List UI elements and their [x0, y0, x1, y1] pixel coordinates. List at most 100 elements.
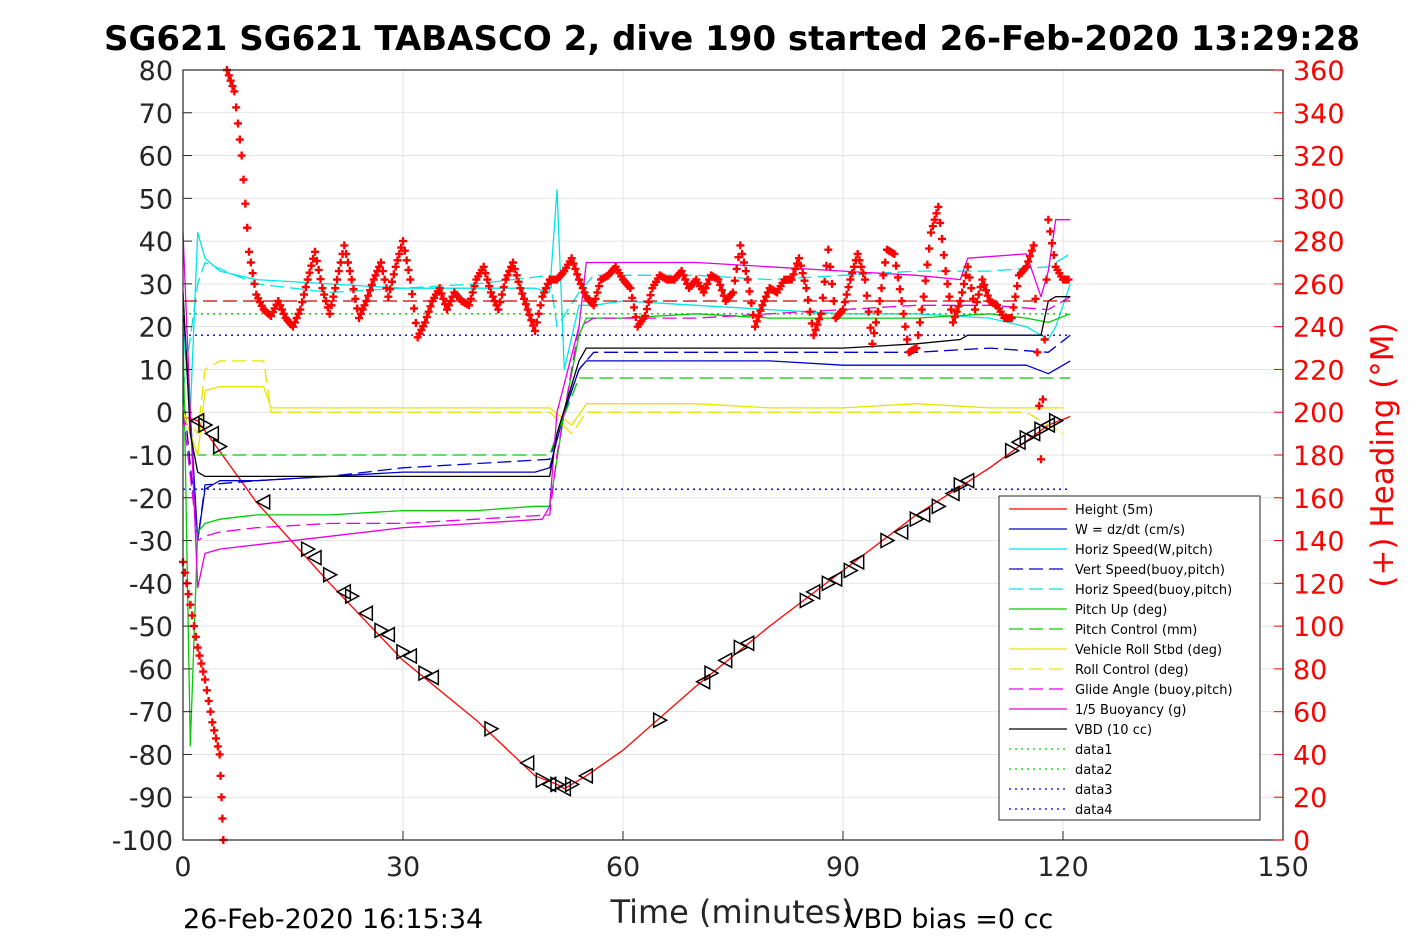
heading-point [591, 294, 600, 303]
heading-point [422, 313, 431, 322]
heading-point [1044, 215, 1053, 224]
heading-point [510, 264, 519, 273]
heading-point [813, 320, 822, 329]
heading-point [465, 301, 473, 310]
heading-point [897, 297, 906, 305]
heading-point [358, 305, 367, 314]
heading-point [514, 277, 523, 286]
heading-point [756, 306, 765, 315]
heading-point [949, 318, 957, 327]
heading-point [950, 313, 959, 322]
heading-point [516, 284, 525, 293]
heading-point [1031, 294, 1040, 303]
heading-point [206, 707, 215, 716]
heading-point [646, 291, 655, 300]
heading-point [279, 309, 288, 318]
heading-point [333, 275, 341, 284]
depth-marker [541, 776, 557, 793]
heading-point [527, 316, 536, 325]
y-right-tick-label: 200 [1293, 398, 1345, 429]
heading-point [1009, 303, 1018, 312]
depth-marker [717, 652, 733, 669]
series-line-6 [182, 377, 1071, 456]
heading-point [294, 309, 303, 318]
heading-point [903, 335, 912, 344]
heading-point [278, 305, 286, 314]
heading-point [839, 305, 847, 314]
heading-point [800, 276, 809, 285]
heading-point [351, 294, 360, 303]
heading-point [842, 290, 851, 299]
heading-point [1007, 314, 1016, 323]
y-left-tick-label: -80 [129, 740, 173, 771]
series-line-2 [182, 189, 1071, 413]
heading-point [939, 251, 948, 260]
heading-point [213, 742, 222, 751]
y-right-tick-label: 320 [1293, 142, 1345, 173]
heading-point [466, 294, 475, 303]
heading-point [936, 218, 945, 227]
heading-point [1011, 292, 1020, 301]
footer-timestamp: 26-Feb-2020 16:15:34 [183, 904, 483, 935]
heading-point [292, 314, 301, 323]
heading-point [1049, 251, 1058, 260]
heading-point [716, 280, 725, 289]
heading-point [331, 284, 340, 293]
y-left-tick-label: -10 [129, 441, 173, 472]
heading-point [967, 284, 976, 293]
heading-point [1042, 275, 1051, 284]
heading-point [870, 329, 879, 338]
heading-point [188, 611, 197, 620]
y-left-tick-label: 10 [139, 355, 173, 386]
heading-point [938, 234, 946, 243]
depth-marker [1048, 412, 1065, 430]
depth-marker [931, 498, 947, 515]
x-tick-label: 90 [826, 852, 860, 883]
heading-point [892, 261, 901, 270]
heading-point [963, 262, 972, 271]
legend-label: data1 [1075, 743, 1113, 758]
heading-point [521, 300, 530, 309]
heading-point [919, 292, 928, 301]
heading-point [201, 675, 209, 684]
heading-point [1037, 455, 1045, 464]
legend-label: Roll Control (deg) [1075, 663, 1189, 678]
heading-point [411, 318, 420, 327]
heading-point [745, 287, 754, 296]
depth-marker [915, 506, 931, 524]
heading-point [498, 290, 506, 299]
heading-point [406, 275, 415, 284]
y-right-tick-label: 0 [1293, 826, 1310, 857]
heading-point [829, 297, 838, 305]
series-line-4 [182, 253, 1071, 391]
heading-point [389, 270, 398, 279]
heading-point [301, 283, 310, 292]
heading-point [677, 267, 686, 276]
heading-point [375, 262, 384, 271]
heading-point [817, 309, 825, 318]
heading-point [641, 311, 649, 320]
heading-point [890, 249, 899, 258]
y-left-tick-label: 80 [139, 56, 173, 87]
y-right-tick-label: 140 [1293, 527, 1345, 558]
heading-point [340, 241, 349, 250]
heading-point [934, 202, 943, 211]
heading-point [234, 119, 242, 128]
heading-point [386, 285, 395, 294]
heading-point [644, 298, 653, 307]
depth-marker [564, 776, 581, 793]
heading-point [571, 264, 580, 273]
heading-point [290, 318, 299, 327]
plot-series [179, 66, 1073, 844]
heading-point [826, 262, 835, 271]
heading-point [1046, 227, 1055, 236]
heading-point [224, 71, 233, 80]
heading-point [1064, 275, 1073, 284]
legend-label: Height (5m) [1075, 503, 1153, 518]
heading-point [322, 297, 330, 305]
heading-point [828, 279, 836, 288]
heading-point [488, 292, 497, 301]
heading-point [424, 307, 433, 316]
series-line-10 [182, 219, 1071, 589]
heading-point [701, 284, 710, 293]
